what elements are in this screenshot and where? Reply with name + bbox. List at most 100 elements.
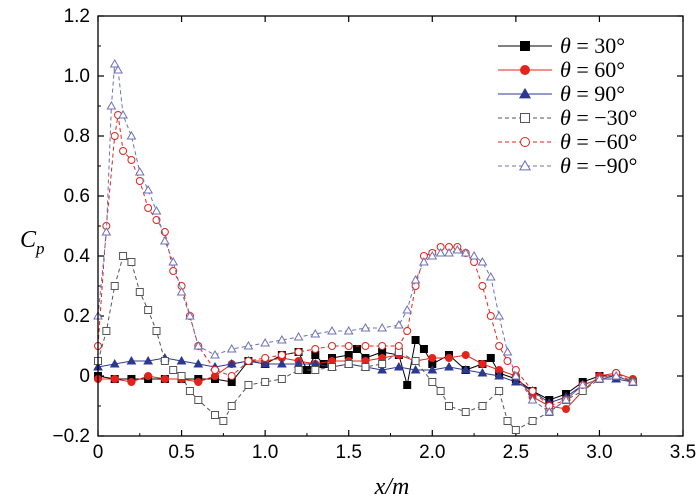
data-point [436,387,445,395]
x-tick-label: 0 [93,442,104,463]
data-point [160,375,169,383]
data-point [343,325,354,335]
legend-symbol: θ [560,33,571,58]
data-point [185,310,195,320]
legend-symbol: θ [560,81,571,106]
legend-symbol: θ [560,105,571,130]
legend-entry-6: θ = −90° [498,153,637,178]
data-point [410,274,421,284]
legend-label: θ = 90° [560,81,625,106]
data-point [277,351,286,359]
data-point [361,342,370,350]
data-point [194,396,203,404]
data-point [127,378,136,386]
data-point [528,387,537,395]
legend-value: = −90° [571,153,638,178]
data-point [427,364,438,374]
data-point [110,282,119,290]
data-point [210,349,220,359]
data-point [109,58,120,68]
data-point [144,372,153,380]
data-point [461,351,470,359]
data-point [627,376,638,386]
data-point [110,132,119,140]
data-point [110,375,119,383]
data-point [445,402,453,410]
data-point [402,304,413,314]
data-point [319,360,328,368]
data-point [193,340,204,350]
data-point [577,379,588,389]
x-tick-label: 2.5 [503,442,529,463]
data-point [428,378,437,386]
data-point [328,342,336,350]
data-point [118,109,128,119]
legend-entry-2: θ = 60° [498,57,625,82]
data-point [311,345,320,353]
data-point [135,288,144,296]
data-point [277,375,286,383]
data-point [109,358,120,368]
data-point [403,327,412,335]
y-tick-label: 0.4 [64,246,91,267]
data-point [144,204,153,212]
y-tick-label: 0.8 [64,126,90,147]
data-point [261,354,270,362]
data-point [168,256,179,266]
data-point [460,364,471,374]
data-point [151,205,162,215]
data-point [410,364,421,374]
data-point [470,258,479,266]
legend-value: = 90° [571,81,625,106]
data-point [444,361,454,371]
data-point [113,64,123,74]
data-point [344,360,353,368]
data-point [562,405,570,413]
data-point [276,334,287,344]
legend-value: = −60° [571,129,638,154]
x-tick-label: 3.5 [670,442,696,463]
data-point [102,327,111,335]
data-point [494,370,505,380]
data-point [510,376,521,386]
x-axis-label: x/m [374,474,410,500]
data-point [344,342,353,350]
data-point [419,256,429,266]
data-point [427,250,438,260]
data-point [127,156,136,164]
data-point [561,394,571,404]
series-layer [93,58,638,434]
y-axis-label-sub: p [35,239,45,258]
data-point [177,372,186,380]
data-point [260,358,271,368]
data-point [478,282,487,290]
data-point [527,394,538,404]
data-point [478,402,487,410]
data-point [518,87,532,99]
data-point [211,411,219,419]
legend-symbol: θ [560,57,571,82]
plot-frame [97,15,684,437]
data-point [486,312,495,320]
data-point [510,370,521,380]
data-point [261,378,270,386]
legend-value: = 60° [571,57,625,82]
series-line [97,62,634,413]
data-point [244,381,253,389]
data-point [611,370,622,380]
data-point [101,226,112,236]
data-point [377,364,388,374]
data-point [520,41,530,51]
data-point [226,358,237,368]
data-point [327,325,337,335]
data-point [219,417,228,425]
data-point [477,256,488,266]
data-point [494,310,505,320]
data-point [528,417,537,425]
legend-label: θ = −90° [560,153,637,178]
legend-label: θ = 30° [560,33,625,58]
data-point [460,247,471,257]
legend-symbol: θ [560,129,571,154]
data-point [160,357,169,365]
